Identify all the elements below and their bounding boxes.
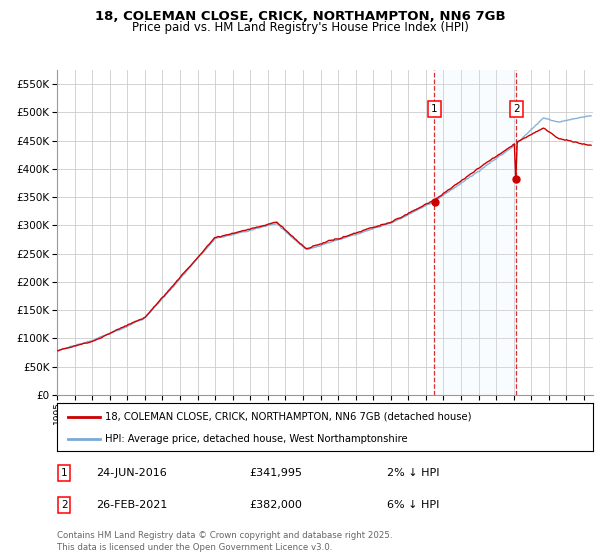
Text: 26-FEB-2021: 26-FEB-2021 [96, 500, 167, 510]
Bar [434, 70, 517, 395]
Text: 2% ↓ HPI: 2% ↓ HPI [387, 468, 439, 478]
Text: 2: 2 [513, 104, 520, 114]
Text: 1: 1 [61, 468, 68, 478]
Text: 24-JUN-2016: 24-JUN-2016 [96, 468, 167, 478]
Text: 6% ↓ HPI: 6% ↓ HPI [387, 500, 439, 510]
Text: 18, COLEMAN CLOSE, CRICK, NORTHAMPTON, NN6 7GB (detached house): 18, COLEMAN CLOSE, CRICK, NORTHAMPTON, N… [105, 412, 472, 422]
Text: Contains HM Land Registry data © Crown copyright and database right 2025.
This d: Contains HM Land Registry data © Crown c… [57, 531, 392, 552]
Text: HPI: Average price, detached house, West Northamptonshire: HPI: Average price, detached house, West… [105, 434, 408, 444]
Text: 2: 2 [61, 500, 68, 510]
Text: £382,000: £382,000 [249, 500, 302, 510]
Text: 1: 1 [431, 104, 437, 114]
Text: Price paid vs. HM Land Registry's House Price Index (HPI): Price paid vs. HM Land Registry's House … [131, 21, 469, 34]
Text: £341,995: £341,995 [249, 468, 302, 478]
Text: 18, COLEMAN CLOSE, CRICK, NORTHAMPTON, NN6 7GB: 18, COLEMAN CLOSE, CRICK, NORTHAMPTON, N… [95, 10, 505, 23]
